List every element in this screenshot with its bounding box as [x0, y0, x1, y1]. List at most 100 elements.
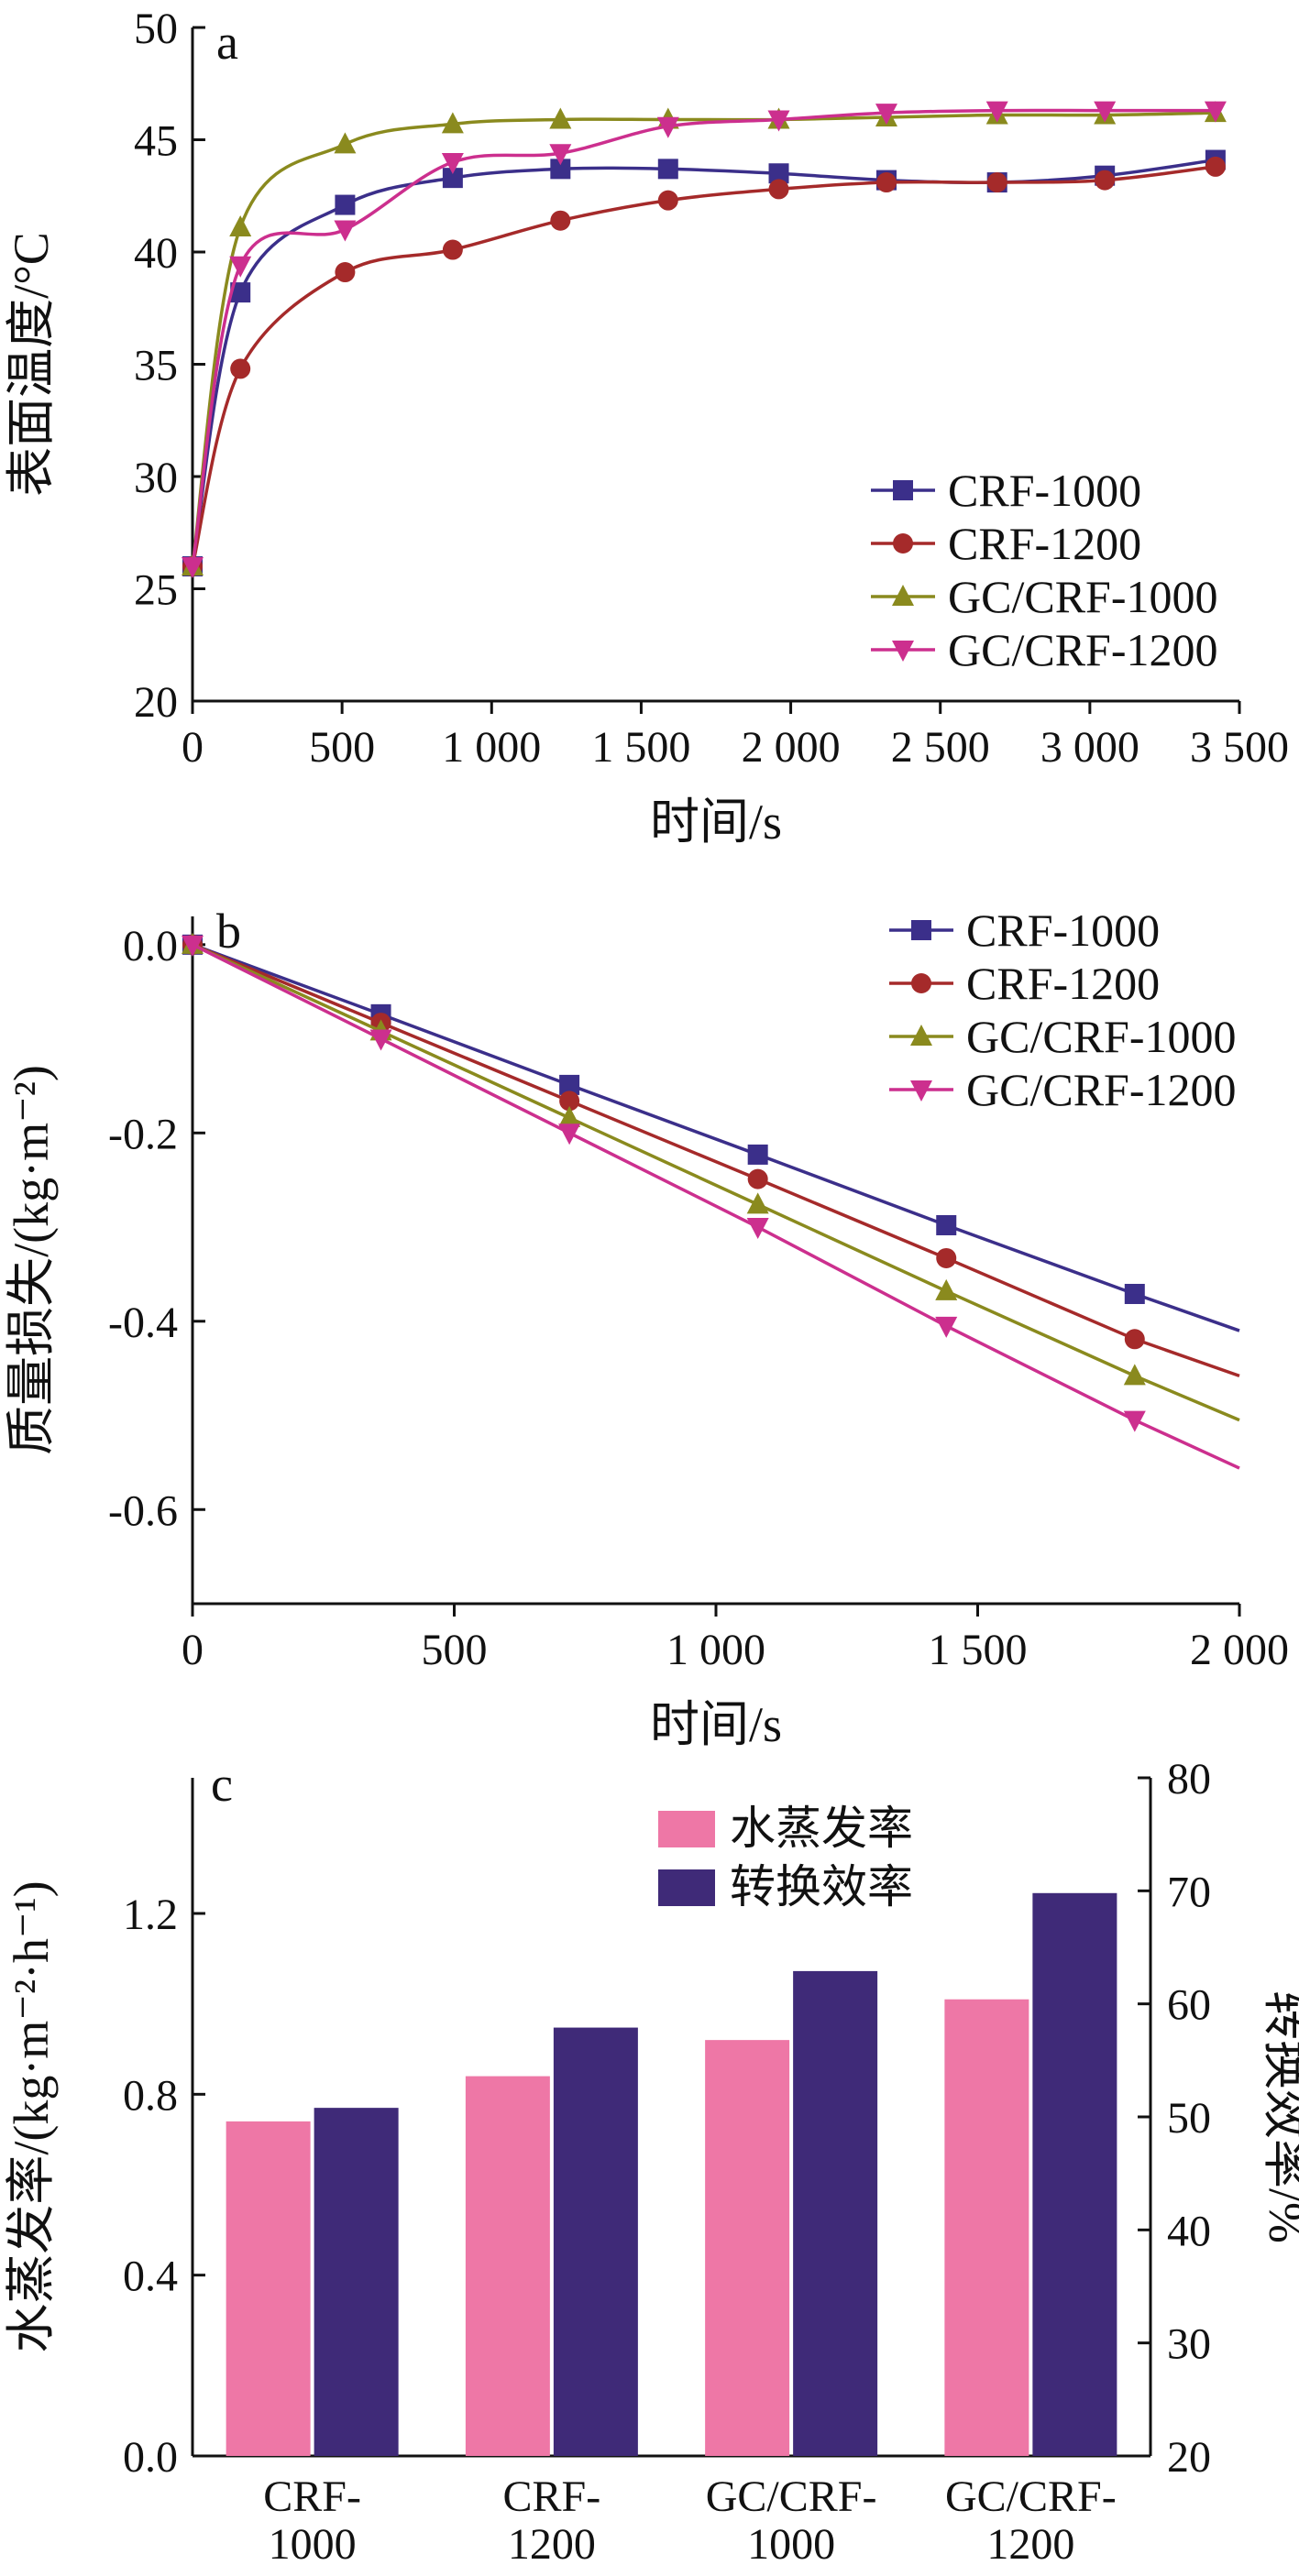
legend-marker: [910, 1025, 932, 1046]
category-label: GC/CRF-: [945, 2472, 1117, 2521]
x-tick-label: 1 000: [442, 723, 541, 772]
legend-label: GC/CRF-1000: [948, 571, 1218, 622]
data-point: [334, 220, 357, 242]
panel-letter: c: [211, 1757, 233, 1812]
y-tick-label: 25: [134, 566, 178, 615]
category-label: 1000: [747, 2520, 835, 2569]
data-point: [768, 179, 789, 200]
data-point: [1204, 101, 1227, 123]
data-point: [746, 1192, 769, 1214]
data-point: [229, 256, 252, 278]
data-point: [230, 358, 251, 379]
series-line: [191, 111, 1216, 567]
data-point: [657, 159, 678, 180]
panel-letter: a: [216, 15, 238, 70]
bar-conversion-efficiency: [1032, 1892, 1117, 2456]
data-point: [1095, 170, 1116, 191]
legend-label: GC/CRF-1000: [966, 1011, 1237, 1062]
data-point: [985, 101, 1008, 123]
y-axis-right-label: 转换效率/%: [1259, 1990, 1299, 2243]
y-right-tick-label: 70: [1167, 1868, 1211, 1916]
y-axis-label: 表面温度/°C: [4, 232, 59, 497]
legend-marker: [892, 641, 914, 662]
y-tick-label: 20: [134, 678, 178, 727]
y-right-tick-label: 80: [1167, 1755, 1211, 1803]
data-point: [768, 163, 789, 184]
category-label: CRF-: [503, 2472, 601, 2521]
series-line: [191, 108, 1216, 567]
data-point: [656, 116, 679, 138]
data-point: [936, 1214, 957, 1235]
y-tick-label: 0.0: [123, 922, 178, 970]
category-label: GC/CRF-: [706, 2472, 877, 2521]
y-tick-label: 40: [134, 229, 178, 278]
data-point: [558, 1105, 581, 1127]
x-tick-label: 500: [309, 723, 375, 772]
data-point: [935, 1316, 958, 1338]
y-right-tick-label: 40: [1167, 2207, 1211, 2255]
category-label: CRF-: [263, 2472, 361, 2521]
legend-label: CRF-1000: [966, 904, 1160, 956]
legend-marker: [893, 533, 913, 554]
data-point: [875, 172, 897, 193]
data-point: [657, 190, 678, 211]
legend-label: CRF-1200: [948, 518, 1141, 569]
y-tick-label: 1.2: [123, 1891, 178, 1939]
data-point: [747, 1144, 768, 1165]
x-tick-label: 0: [182, 1626, 204, 1674]
y-tick-label: 45: [134, 117, 178, 166]
bar-conversion-efficiency: [793, 1970, 878, 2456]
y-tick-label: 0.0: [123, 2433, 178, 2482]
data-point: [1123, 1410, 1146, 1432]
legend-swatch: [658, 1811, 715, 1847]
data-point: [1094, 101, 1117, 123]
y-tick-label: 35: [134, 342, 178, 390]
y-axis-label: 水蒸发率/(kg·m⁻²·h⁻¹): [4, 1880, 59, 2352]
legend-label: CRF-1000: [948, 465, 1141, 516]
x-tick-label: 1 500: [591, 723, 690, 772]
y-tick-label: -0.4: [108, 1299, 178, 1347]
category-label: 1000: [269, 2520, 357, 2569]
series-3: [182, 935, 1240, 1470]
x-axis-label: 时间/s: [650, 795, 782, 850]
data-point: [369, 1029, 392, 1051]
bar-evaporation-rate: [226, 2121, 311, 2456]
data-point: [334, 132, 357, 154]
x-axis-label: 时间/s: [650, 1697, 782, 1752]
y-right-tick-label: 60: [1167, 1981, 1211, 2030]
category-label: 1200: [508, 2520, 596, 2569]
data-point: [935, 1278, 958, 1300]
x-tick-label: 500: [422, 1626, 488, 1674]
panel-letter: b: [216, 904, 241, 959]
bar-conversion-efficiency: [553, 2027, 638, 2456]
y-right-tick-label: 50: [1167, 2094, 1211, 2143]
data-point: [1124, 1283, 1145, 1304]
legend-marker: [893, 480, 913, 500]
data-point: [559, 1074, 580, 1095]
data-point: [182, 935, 204, 957]
series-line: [192, 943, 1240, 1378]
data-point: [549, 107, 572, 129]
y-tick-label: 30: [134, 454, 178, 502]
data-point: [442, 168, 463, 189]
legend-label: 转换效率: [730, 1861, 913, 1913]
data-point: [1124, 1329, 1145, 1350]
bar-evaporation-rate: [705, 2040, 790, 2456]
legend-label: 水蒸发率: [730, 1803, 913, 1854]
data-point: [747, 1168, 768, 1189]
x-tick-label: 2 500: [891, 723, 990, 772]
legend-marker: [910, 1080, 932, 1102]
legend-marker: [911, 973, 931, 993]
x-tick-label: 1 500: [929, 1626, 1028, 1674]
x-tick-label: 1 000: [666, 1626, 765, 1674]
panel-c: 0.0 0.4 0.8 1.2 20 30 40 50 60 70 80 c 水蒸发率/(kg·m⁻²·…: [4, 1755, 1299, 2569]
data-point: [230, 282, 251, 303]
y-tick-label: 0.8: [123, 2071, 178, 2120]
y-right-tick-label: 20: [1167, 2433, 1211, 2482]
data-point: [1123, 1364, 1146, 1386]
x-tick-label: 2 000: [1190, 1626, 1289, 1674]
data-point: [442, 239, 463, 260]
legend-swatch: [658, 1869, 715, 1906]
